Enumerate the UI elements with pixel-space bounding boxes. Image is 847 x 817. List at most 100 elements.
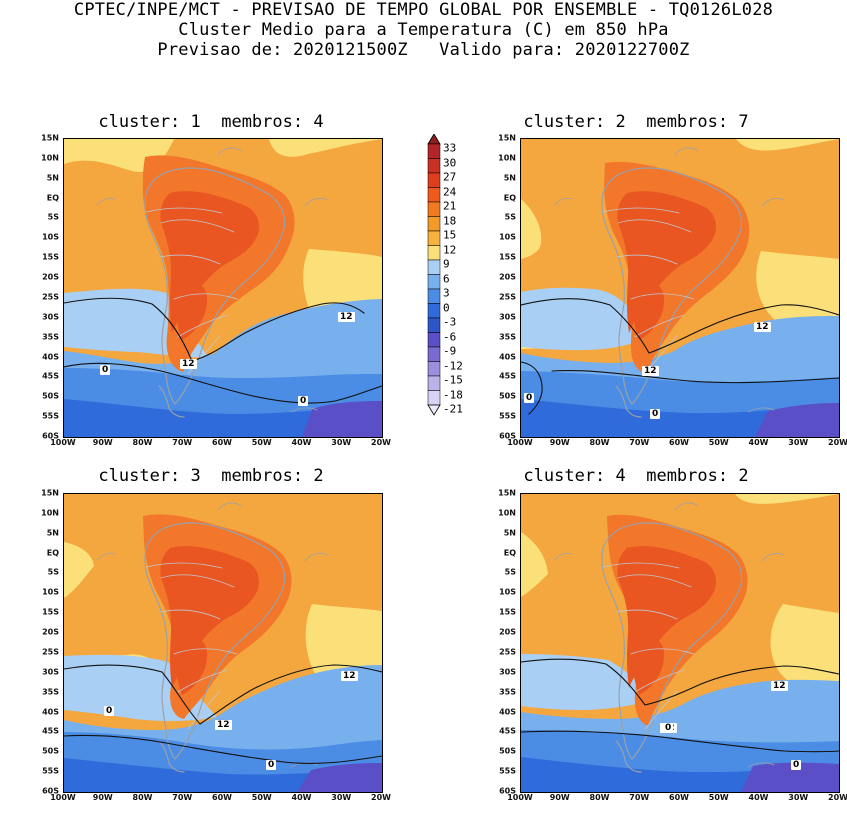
longitude-label: 80W xyxy=(132,438,153,447)
latitude-label: 50S xyxy=(499,746,516,756)
south-america-coastline xyxy=(144,167,286,405)
latitude-label: 60S xyxy=(499,786,516,796)
latitude-label: 15N xyxy=(498,488,516,498)
latitude-label: 55S xyxy=(499,766,516,776)
latitude-label: 40S xyxy=(499,352,516,362)
cluster-panel: cluster: 1 membros: 4 15N 10N 5N EQ 5S 10S 15S 2… xyxy=(0,113,422,463)
latitude-label: 5N xyxy=(46,173,59,183)
latitude-axis: 15N 10N 5N EQ 5S 10S 15S 20S 25S 30S 35S 40S 45S 50S 5… xyxy=(492,134,516,441)
light-blue-temperature-band xyxy=(521,287,650,351)
latitude-label: 10S xyxy=(499,232,516,242)
latitude-label: 5S xyxy=(504,567,516,577)
colorbar-band xyxy=(427,158,441,174)
hot-spot xyxy=(175,285,208,340)
deep-blue-temperature-band xyxy=(521,399,839,437)
latitude-label: 25S xyxy=(42,292,59,302)
contour-label: 12 xyxy=(341,671,358,681)
temperature-field-svg xyxy=(64,139,382,437)
latitude-label: 5S xyxy=(504,212,516,222)
latitude-label: 5N xyxy=(503,173,516,183)
colorbar-band xyxy=(427,187,441,203)
latitude-label: 15N xyxy=(498,133,516,143)
longitude-label: 30W xyxy=(331,438,352,447)
longitude-label: 40W xyxy=(748,793,769,802)
latitude-label: 45S xyxy=(42,371,59,381)
longitude-label: 50W xyxy=(708,793,729,802)
latitude-label: 50S xyxy=(42,391,59,401)
title-line-3: Previsao de: 2020121500Z Valido para: 20… xyxy=(157,40,690,60)
patagonia-coast xyxy=(615,740,642,773)
colorbar-band xyxy=(427,216,441,232)
colorbar-label: 33 xyxy=(443,141,457,155)
latitude-label: 45S xyxy=(42,726,59,736)
title-line-2: Cluster Medio para a Temperatura (C) em … xyxy=(178,20,669,40)
latitude-label: 45S xyxy=(499,371,516,381)
latitude-label: 25S xyxy=(42,647,59,657)
contour-label: 12 xyxy=(215,720,232,730)
contour-label: 0 xyxy=(266,760,277,770)
latitude-label: 5S xyxy=(47,212,59,222)
colorbar-label: -6 xyxy=(443,330,457,343)
country-borders xyxy=(602,562,695,730)
latitude-label: 25S xyxy=(499,647,516,657)
colorbar-band xyxy=(427,201,441,217)
cluster-title: cluster: 3 membros: 2 xyxy=(98,466,324,486)
latitude-label: 5S xyxy=(47,567,59,577)
longitude-label: 20W xyxy=(828,438,847,447)
contour-label: 12 xyxy=(180,359,197,369)
latitude-label: 5N xyxy=(503,528,516,538)
colorbar-label: 30 xyxy=(443,156,457,169)
colorbar-label: 27 xyxy=(443,170,457,184)
latitude-label: 20S xyxy=(499,272,516,282)
latitude-label: EQ xyxy=(503,193,516,203)
contour-label: 12 xyxy=(771,681,788,691)
colorbar-bottom-arrow xyxy=(427,404,441,416)
colorbar-band xyxy=(427,172,441,188)
latitude-label: 55S xyxy=(499,411,516,421)
patagonia-coast xyxy=(158,740,185,773)
latitude-label: 25S xyxy=(499,292,516,302)
longitude-label: 30W xyxy=(788,793,809,802)
contour-label: 12 xyxy=(338,312,355,322)
longitude-label: 90W xyxy=(92,438,113,447)
colorbar-label: -15 xyxy=(443,373,463,387)
longitude-label: 70W xyxy=(629,438,650,447)
longitude-label: 50W xyxy=(708,438,729,447)
south-america-coastline xyxy=(601,522,743,760)
latitude-label: 50S xyxy=(499,391,516,401)
contour-line-0 xyxy=(521,361,839,415)
latitude-label: 30S xyxy=(499,312,516,322)
latitude-label: 20S xyxy=(499,627,516,637)
longitude-label: 70W xyxy=(172,793,193,802)
longitude-label: 90W xyxy=(549,438,570,447)
latitude-label: 20S xyxy=(42,272,59,282)
latitude-label: 15S xyxy=(42,607,59,617)
colorbar-band xyxy=(427,288,441,304)
colorbar-band xyxy=(427,375,441,391)
colorbar-band xyxy=(427,303,441,319)
colorbar-band xyxy=(427,346,441,362)
contour-line-0 xyxy=(521,730,839,753)
longitude-label: 90W xyxy=(549,793,570,802)
longitude-label: 40W xyxy=(291,793,312,802)
longitude-axis: 100W 90W 80W 70W 60W 50W 40W 30W 20W xyxy=(507,438,847,450)
patagonia-coast xyxy=(158,385,185,418)
colorbar-label: 18 xyxy=(443,214,457,227)
contour-label: 0 xyxy=(100,365,111,375)
latitude-label: 30S xyxy=(42,312,59,322)
temperature-map xyxy=(520,493,840,793)
coastline-details xyxy=(96,502,328,768)
colorbar-top-arrow xyxy=(427,134,441,145)
longitude-label: 60W xyxy=(212,438,232,447)
deep-blue-temperature-band xyxy=(64,399,382,437)
latitude-label: 10S xyxy=(499,587,516,597)
latitude-label: 60S xyxy=(42,786,59,796)
colorbar-label: 24 xyxy=(443,185,457,198)
colorbar-label: 0 xyxy=(443,301,450,314)
longitude-label: 20W xyxy=(371,793,391,802)
contour-label: 0 xyxy=(650,409,661,419)
longitude-label: 60W xyxy=(212,793,232,802)
colorbar-label: 6 xyxy=(443,272,450,285)
latitude-label: 10S xyxy=(42,587,59,597)
latitude-label: 15S xyxy=(499,607,516,617)
